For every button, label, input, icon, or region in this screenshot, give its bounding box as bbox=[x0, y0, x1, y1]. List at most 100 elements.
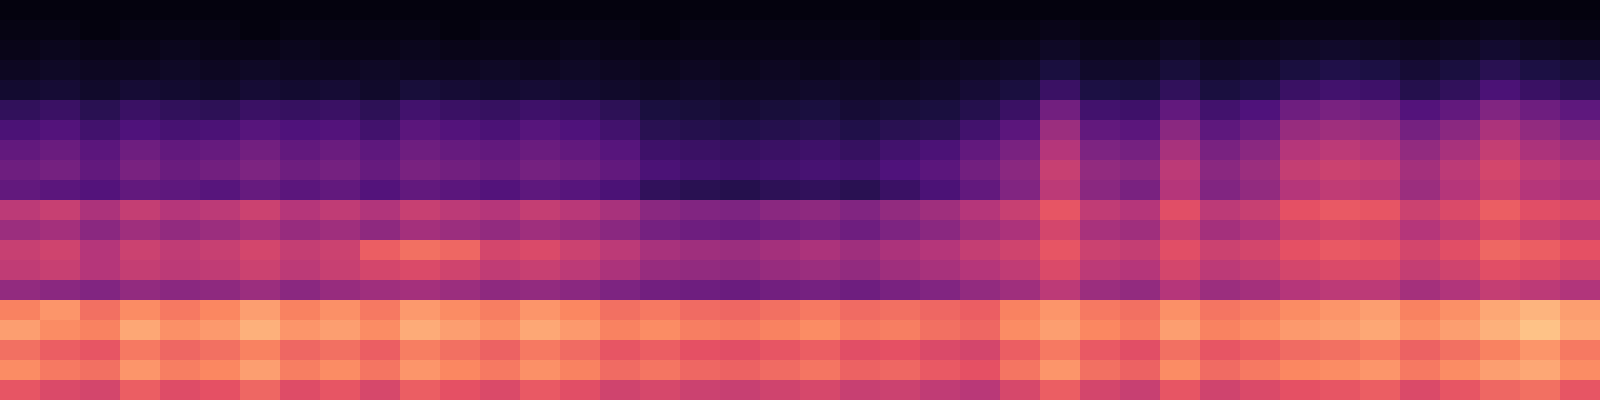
cell bbox=[1320, 260, 1361, 281]
cell bbox=[840, 280, 881, 301]
cell bbox=[440, 360, 481, 381]
cell bbox=[1560, 80, 1600, 101]
cell bbox=[560, 180, 601, 201]
cell bbox=[160, 180, 201, 201]
cell bbox=[1440, 40, 1481, 61]
cell bbox=[1120, 180, 1161, 201]
cell bbox=[1320, 360, 1361, 381]
cell bbox=[800, 180, 841, 201]
cell bbox=[440, 100, 481, 121]
cell bbox=[320, 20, 361, 41]
cell bbox=[40, 0, 81, 21]
cell bbox=[160, 60, 201, 81]
cell bbox=[1280, 20, 1321, 41]
cell bbox=[0, 320, 41, 341]
cell bbox=[1240, 320, 1281, 341]
cell bbox=[120, 20, 161, 41]
cell bbox=[1000, 220, 1041, 241]
cell bbox=[80, 40, 121, 61]
cell bbox=[560, 240, 601, 261]
cell bbox=[160, 340, 201, 361]
cell bbox=[280, 140, 321, 161]
cell bbox=[640, 300, 681, 321]
cell bbox=[280, 300, 321, 321]
cell bbox=[1120, 240, 1161, 261]
cell bbox=[1400, 80, 1441, 101]
cell bbox=[200, 280, 241, 301]
cell bbox=[560, 20, 601, 41]
cell bbox=[720, 160, 761, 181]
cell bbox=[1080, 40, 1121, 61]
cell bbox=[320, 320, 361, 341]
cell bbox=[920, 120, 961, 141]
cell bbox=[120, 140, 161, 161]
cell bbox=[320, 120, 361, 141]
cell bbox=[360, 320, 401, 341]
cell bbox=[240, 100, 281, 121]
cell bbox=[1080, 360, 1121, 381]
cell bbox=[800, 0, 841, 21]
cell bbox=[680, 300, 721, 321]
cell bbox=[1360, 60, 1401, 81]
cell bbox=[960, 380, 1001, 400]
cell bbox=[1520, 380, 1561, 400]
cell bbox=[1560, 320, 1600, 341]
cell bbox=[240, 260, 281, 281]
cell bbox=[1200, 120, 1241, 141]
cell bbox=[1000, 340, 1041, 361]
cell bbox=[1240, 260, 1281, 281]
cell bbox=[1000, 260, 1041, 281]
cell bbox=[760, 280, 801, 301]
cell bbox=[1280, 340, 1321, 361]
cell bbox=[160, 280, 201, 301]
cell bbox=[1240, 220, 1281, 241]
cell bbox=[40, 160, 81, 181]
cell bbox=[960, 140, 1001, 161]
cell bbox=[1400, 240, 1441, 261]
cell bbox=[400, 40, 441, 61]
cell bbox=[440, 120, 481, 141]
cell bbox=[400, 100, 441, 121]
cell bbox=[1000, 160, 1041, 181]
cell bbox=[80, 140, 121, 161]
cell bbox=[1040, 140, 1081, 161]
cell bbox=[760, 240, 801, 261]
cell bbox=[1040, 40, 1081, 61]
cell bbox=[160, 0, 201, 21]
cell bbox=[1120, 320, 1161, 341]
cell bbox=[1280, 300, 1321, 321]
cell bbox=[360, 60, 401, 81]
cell bbox=[1320, 40, 1361, 61]
cell bbox=[280, 120, 321, 141]
spectrogram bbox=[0, 0, 1600, 400]
cell bbox=[160, 20, 201, 41]
cell bbox=[1280, 140, 1321, 161]
cell bbox=[1160, 0, 1201, 21]
cell bbox=[1560, 160, 1600, 181]
cell bbox=[0, 80, 41, 101]
cell bbox=[0, 20, 41, 41]
cell bbox=[1240, 340, 1281, 361]
cell bbox=[160, 140, 201, 161]
cell bbox=[200, 60, 241, 81]
cell bbox=[1000, 120, 1041, 141]
cell bbox=[0, 300, 41, 321]
cell bbox=[120, 180, 161, 201]
cell bbox=[1520, 100, 1561, 121]
cell bbox=[400, 340, 441, 361]
cell bbox=[280, 20, 321, 41]
cell bbox=[520, 140, 561, 161]
cell bbox=[640, 160, 681, 181]
cell bbox=[720, 240, 761, 261]
cell bbox=[160, 200, 201, 221]
cell bbox=[1560, 20, 1600, 41]
cell bbox=[720, 100, 761, 121]
cell bbox=[760, 200, 801, 221]
cell bbox=[680, 240, 721, 261]
cell bbox=[1560, 260, 1600, 281]
cell bbox=[440, 160, 481, 181]
cell bbox=[360, 360, 401, 381]
cell bbox=[1080, 0, 1121, 21]
cell bbox=[1480, 280, 1521, 301]
cell bbox=[480, 280, 521, 301]
